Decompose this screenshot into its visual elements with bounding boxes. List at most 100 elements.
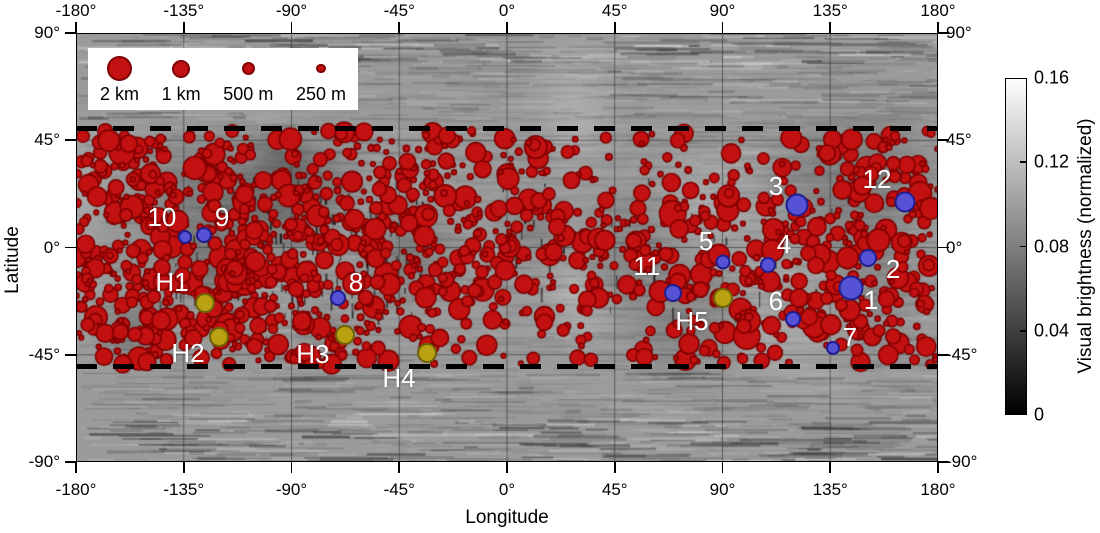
x-tick-bottom bbox=[613, 462, 616, 473]
site-label-11: 11 bbox=[633, 251, 661, 282]
x-tick-label-top: -135° bbox=[163, 1, 205, 20]
x-tick-top bbox=[290, 22, 293, 33]
legend-entry: 1 km bbox=[162, 53, 201, 108]
site-label-8: 8 bbox=[348, 267, 364, 298]
site-label-1: 1 bbox=[863, 285, 879, 316]
hollow-label-H4: H4 bbox=[382, 363, 416, 394]
site-label-12: 12 bbox=[862, 163, 892, 194]
legend-entry: 250 m bbox=[296, 53, 346, 108]
site-label-3: 3 bbox=[768, 171, 784, 202]
site-marker-12 bbox=[894, 191, 916, 213]
y-tick-label-left: -90° bbox=[28, 452, 60, 471]
y-tick-label-right: 45° bbox=[946, 130, 972, 150]
hollow-label-H1: H1 bbox=[155, 267, 189, 298]
hollow-marker-H4 bbox=[417, 343, 438, 364]
x-tick-top bbox=[506, 22, 508, 33]
site-marker-11 bbox=[663, 284, 682, 303]
size-legend: 2 km 1 km 500 m 250 m bbox=[88, 48, 358, 110]
hollow-marker-H1 bbox=[195, 293, 216, 314]
x-tick-top bbox=[829, 22, 832, 33]
x-tick-label-top: 45° bbox=[601, 1, 628, 20]
x-tick-top bbox=[613, 22, 616, 33]
legend-marker-wrap bbox=[316, 53, 326, 84]
site-marker-1 bbox=[838, 275, 864, 301]
hollow-label-H2: H2 bbox=[171, 338, 205, 369]
site-marker-2 bbox=[859, 248, 878, 267]
colorbar-tick-label: 0 bbox=[1034, 404, 1045, 425]
site-marker-10 bbox=[177, 230, 192, 244]
hollow-label-H5: H5 bbox=[675, 306, 709, 337]
site-marker-9 bbox=[196, 227, 213, 244]
y-tick-label-right: 0° bbox=[946, 237, 963, 257]
x-axis-label: Longitude bbox=[465, 507, 549, 528]
legend-marker-250m bbox=[316, 63, 326, 74]
site-label-7: 7 bbox=[842, 322, 858, 353]
x-tick-label-bottom: 45° bbox=[601, 480, 628, 499]
y-tick-right bbox=[938, 139, 949, 142]
hollow-marker-H3 bbox=[334, 324, 355, 345]
legend-label: 1 km bbox=[161, 84, 201, 104]
x-tick-label-top: -45° bbox=[383, 1, 415, 20]
x-tick-bottom bbox=[182, 462, 185, 473]
y-tick-label-right: -45° bbox=[946, 344, 978, 364]
x-tick-label-top: -180° bbox=[55, 1, 97, 20]
colorbar-label: Visual brightness (normalized) bbox=[1075, 118, 1096, 374]
colorbar-tick-label: 0.16 bbox=[1034, 67, 1070, 88]
y-tick-label-left: -45° bbox=[28, 344, 60, 364]
hollow-marker-H2 bbox=[208, 327, 229, 348]
y-tick-label-left: 90° bbox=[34, 23, 60, 42]
x-tick-top bbox=[398, 22, 401, 33]
y-axis-label: Latitude bbox=[2, 226, 23, 294]
x-tick-label-bottom: 180° bbox=[920, 480, 956, 499]
x-tick-label-top: 180° bbox=[920, 1, 956, 20]
x-tick-label-bottom: -180° bbox=[55, 480, 97, 499]
x-tick-label-bottom: -45° bbox=[383, 480, 415, 499]
latitude-limit-line-south bbox=[76, 364, 938, 370]
x-tick-label-bottom: -90° bbox=[275, 480, 308, 499]
colorbar-tick bbox=[1020, 161, 1026, 164]
legend-marker-wrap bbox=[107, 53, 132, 84]
site-marker-5 bbox=[715, 254, 731, 270]
x-tick-bottom bbox=[75, 462, 77, 473]
hollow-marker-H5 bbox=[712, 288, 733, 309]
site-marker-3 bbox=[785, 193, 809, 217]
y-tick-left bbox=[65, 353, 76, 356]
legend-marker-wrap bbox=[172, 53, 191, 84]
legend-label: 2 km bbox=[100, 84, 140, 104]
colorbar-tick-label: 0.04 bbox=[1034, 320, 1070, 341]
x-tick-bottom bbox=[398, 462, 401, 473]
x-tick-label-top: -90° bbox=[275, 1, 308, 20]
y-tick-label-left: 0° bbox=[43, 237, 60, 257]
x-tick-bottom bbox=[290, 462, 293, 473]
y-tick-right bbox=[938, 32, 949, 34]
x-tick-top bbox=[721, 22, 724, 33]
x-tick-top bbox=[182, 22, 185, 33]
site-label-10: 10 bbox=[147, 202, 177, 232]
x-tick-bottom bbox=[937, 462, 939, 473]
site-label-5: 5 bbox=[698, 226, 714, 257]
site-marker-6 bbox=[784, 311, 801, 327]
x-tick-label-top: 0° bbox=[498, 1, 516, 20]
legend-marker-2km bbox=[107, 56, 132, 81]
site-label-9: 9 bbox=[214, 202, 230, 233]
legend-marker-1km bbox=[172, 59, 191, 78]
y-tick-left bbox=[65, 246, 76, 249]
x-tick-label-bottom: -135° bbox=[163, 480, 205, 499]
y-tick-left bbox=[65, 461, 76, 463]
x-tick-label-bottom: 90° bbox=[709, 480, 736, 499]
latitude-limit-line-north bbox=[76, 125, 938, 131]
x-tick-label-top: 90° bbox=[709, 1, 736, 20]
hollow-label-H3: H3 bbox=[296, 338, 330, 369]
x-tick-label-top: 135° bbox=[812, 1, 848, 20]
x-tick-bottom bbox=[829, 462, 832, 473]
x-tick-bottom bbox=[721, 462, 724, 473]
legend-entry: 500 m bbox=[223, 53, 273, 108]
colorbar-tick bbox=[1020, 245, 1026, 248]
y-tick-right bbox=[938, 246, 949, 249]
colorbar-tick-label: 0.08 bbox=[1034, 236, 1070, 256]
legend-entry: 2 km bbox=[100, 53, 139, 108]
x-tick-bottom bbox=[506, 462, 508, 473]
y-tick-label-right: -90° bbox=[946, 452, 978, 471]
x-tick-top bbox=[75, 22, 77, 33]
